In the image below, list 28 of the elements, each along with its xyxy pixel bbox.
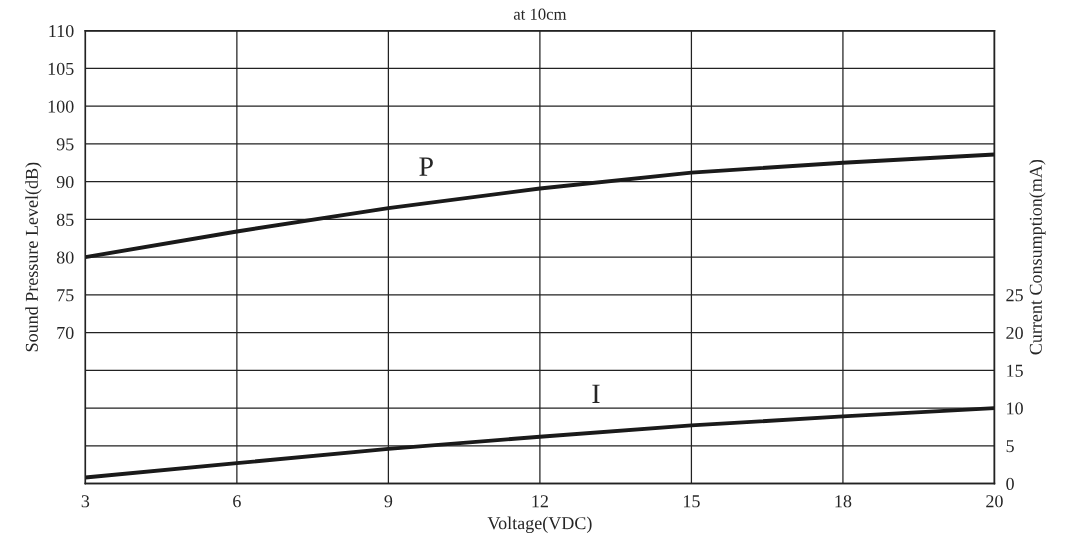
chart-title: at 10cm xyxy=(513,8,567,20)
y-tick-label: 100 xyxy=(48,100,74,113)
y2-tick-label: 15 xyxy=(1007,364,1023,377)
series-label: I xyxy=(592,384,600,403)
series-label: P xyxy=(419,157,433,176)
x-tick-label: 3 xyxy=(81,495,90,508)
x-tick-label: 6 xyxy=(233,495,241,508)
y-axis-title: Sound Pressure Level(dB) xyxy=(25,162,42,352)
y-tick-label: 75 xyxy=(57,289,74,302)
y-tick-label: 80 xyxy=(56,251,74,264)
x-tick-label: 18 xyxy=(835,495,852,508)
y2-tick-label: 10 xyxy=(1007,402,1023,415)
y2-axis-title: Current Consumption(mA) xyxy=(1029,159,1046,355)
y2-tick-label: 0 xyxy=(1006,477,1014,490)
y-tick-label: 85 xyxy=(56,213,74,226)
y2-tick-label: 25 xyxy=(1006,289,1023,302)
y-tick-label: 95 xyxy=(56,138,74,151)
y-tick-label: 105 xyxy=(48,62,74,75)
y2-tick-label: 20 xyxy=(1006,326,1023,340)
x-tick-label: 15 xyxy=(683,495,700,508)
x-axis-title: Voltage(VDC) xyxy=(487,516,592,533)
y-tick-label: 110 xyxy=(49,25,74,38)
x-tick-label: 12 xyxy=(532,495,548,508)
x-tick-label: 20 xyxy=(986,495,1003,508)
y-tick-label: 70 xyxy=(57,326,74,340)
x-tick-label: 9 xyxy=(384,495,393,508)
y-tick-label: 90 xyxy=(56,175,74,189)
y2-tick-label: 5 xyxy=(1006,440,1014,453)
